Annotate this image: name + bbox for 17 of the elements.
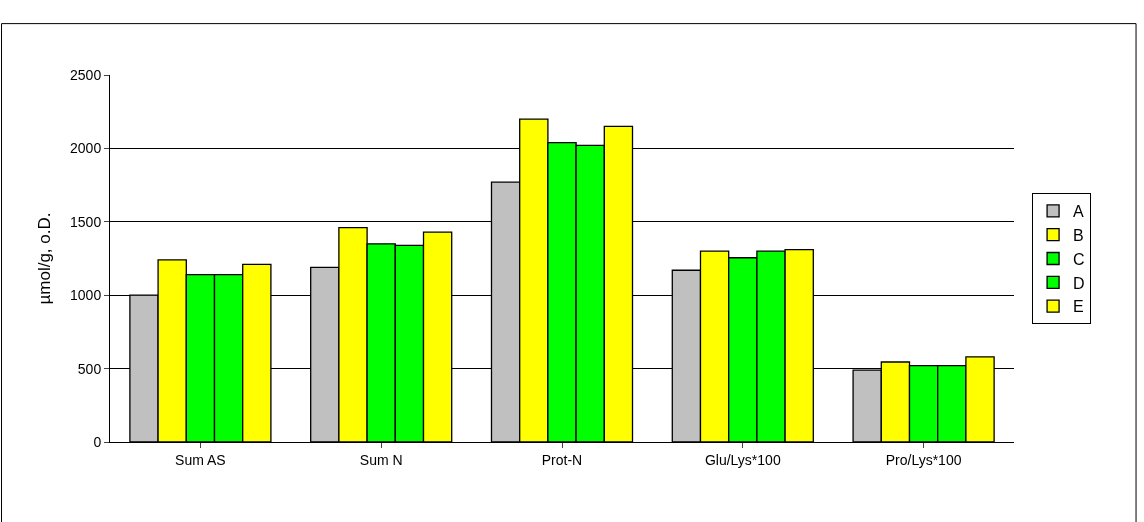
- y-tick-label: 2500: [70, 66, 102, 83]
- x-tick-label: Sum AS: [175, 451, 226, 468]
- x-tick-label: Pro/Lys*100: [885, 451, 962, 468]
- y-tick-label: 1000: [70, 287, 102, 304]
- legend-label: D: [1073, 274, 1085, 292]
- x-tick-label: Prot-N: [541, 451, 583, 468]
- y-tick-label: 0: [93, 433, 102, 450]
- legend-label: E: [1073, 298, 1084, 316]
- x-tick-label: Sum N: [359, 451, 403, 468]
- legend-label: A: [1073, 203, 1085, 221]
- legend-label: B: [1073, 226, 1084, 244]
- x-tick-label: Glu/Lys*100: [704, 451, 781, 468]
- y-axis-title: µmol/g, o.D.: [34, 212, 54, 305]
- legend-label: C: [1073, 250, 1085, 268]
- y-tick-label: 500: [77, 360, 102, 377]
- y-tick-label: 2000: [70, 140, 102, 157]
- y-tick-label: 1500: [70, 213, 102, 230]
